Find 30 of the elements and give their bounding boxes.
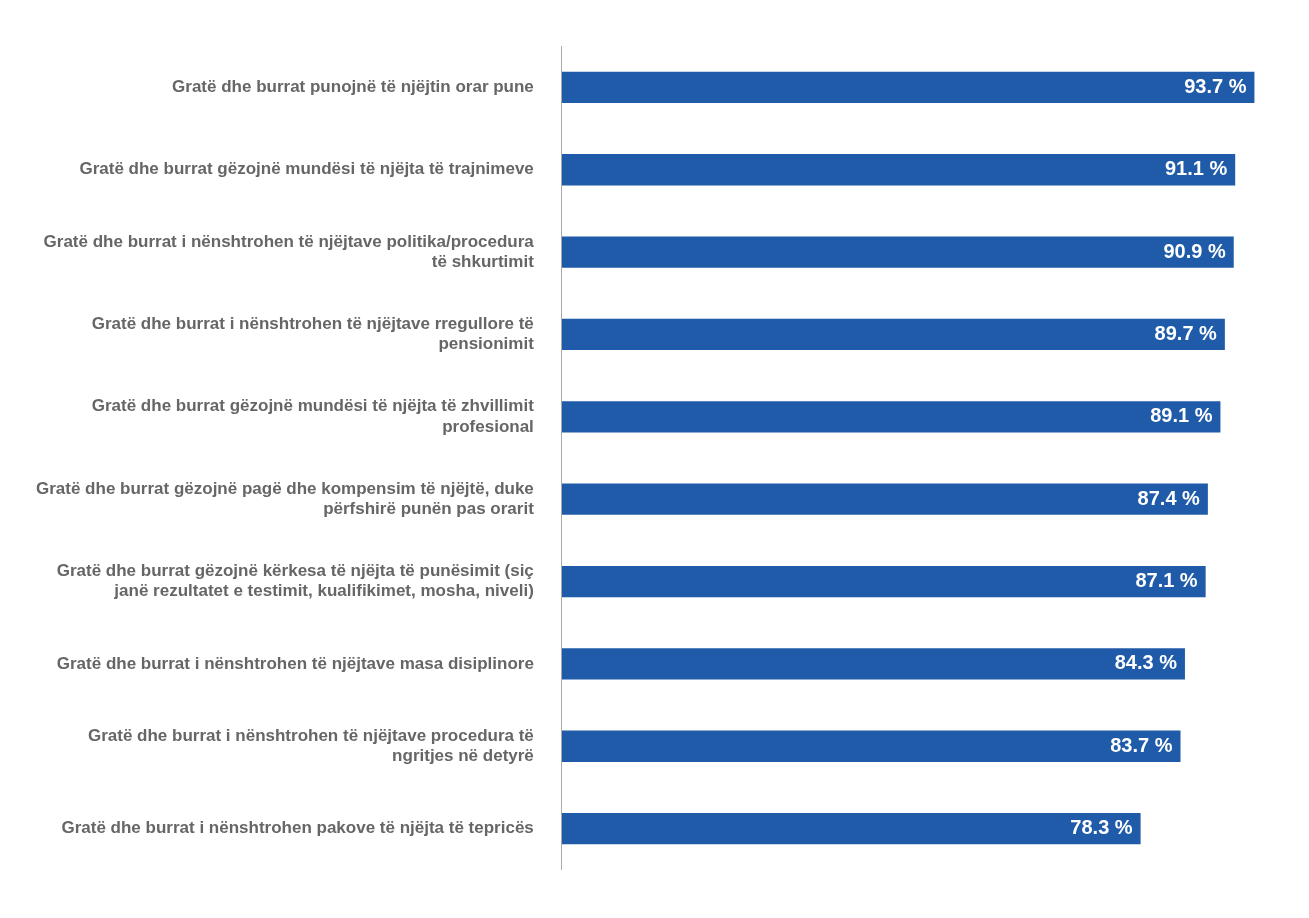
data-label: 89.7 % [1154,321,1218,344]
data-label: 83.7 % [1110,733,1173,756]
data-label: 93.7 % [1184,74,1247,97]
bar [561,812,1141,845]
data-label: 90.9 % [1163,239,1226,262]
y-tick-label: Gratë dhe burrat i nënshtrohen të njëjtave masa disiplinore [56,653,534,673]
data-label: 78.3 % [1070,816,1133,839]
bar [561,318,1225,351]
bar [561,236,1234,268]
y-tick-label: Gratë dhe burrat i nënshtrohen pakove të njëjta të tepricës [61,818,534,838]
data-label: 91.1 % [1164,157,1228,180]
bar [561,648,1185,680]
y-tick-label: Gratë dhe burrat punojnë të njëjtin orar pune [172,77,534,97]
y-tick-label: Gratë dhe burrat gëzojnë mundësi të njëjta të trajnimeve [79,159,534,179]
bar [561,154,1236,186]
bar [561,401,1221,433]
bar [561,71,1255,104]
y-tick-label: Gratë dhe burrat gëzojnë pagë dhe kompensim të njëjtë, duke përfshirë punën pas orarit [35,478,535,519]
y-tick-label: Gratë dhe burrat i nënshtrohen të njëjtave procedura të ngritjes në detyrë [87,725,534,766]
bar [561,565,1206,598]
data-label: 89.1 % [1150,404,1213,427]
y-tick-label: Gratë dhe burrat i nënshtrohen të njëjtave politika/procedura të shkurtimit [43,231,535,271]
data-label: 84.3 % [1114,651,1178,674]
y-tick-label: Gratë dhe burrat gëzojnë kërkesa të njëjta të punësimit (siç janë rezultatet e testimit, kualifikimet, mosha, niveli) [56,561,534,601]
y-tick-label: Gratë dhe burrat i nënshtrohen të njëjtave rregullore të pensionimit [91,313,535,354]
data-label: 87.1 % [1135,569,1198,592]
bar [561,483,1208,515]
bar [561,730,1181,762]
y-tick-label: Gratë dhe burrat gëzojnë mundësi të njëjta të zhvillimit profesional [91,396,535,436]
data-label: 87.4 % [1137,486,1201,509]
